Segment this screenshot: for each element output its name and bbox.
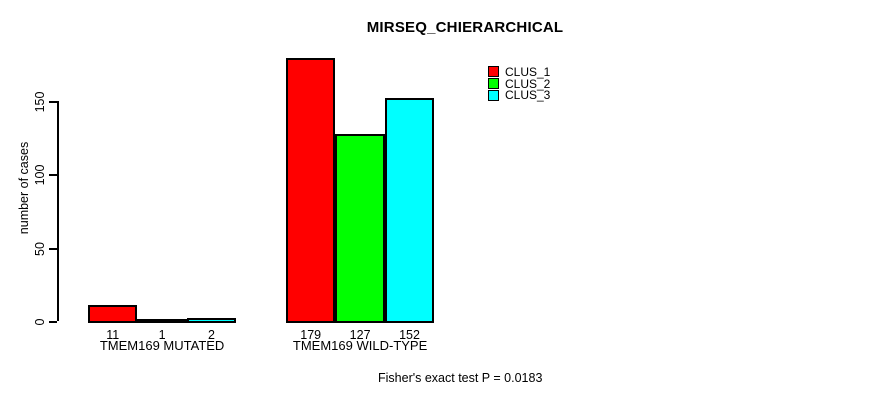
legend-item-clus_1: CLUS_1 <box>488 64 551 79</box>
legend-label-clus_2: CLUS_2 <box>505 76 551 91</box>
legend-label-clus_1: CLUS_1 <box>505 64 551 79</box>
y-axis-tick <box>49 248 57 250</box>
legend-label-clus_3: CLUS_3 <box>505 88 551 103</box>
legend: CLUS_1 CLUS_2 CLUS_3 <box>488 64 551 103</box>
bar-clus_1-mutated <box>88 305 137 323</box>
bar-value-label: 127 <box>349 328 371 342</box>
y-axis-tick <box>49 321 57 323</box>
y-tick-label: 0 <box>33 318 47 326</box>
legend-swatch-clus_2 <box>488 78 499 90</box>
y-tick-label: 50 <box>33 242 47 256</box>
bar-clus_3-mutated <box>187 318 236 323</box>
y-tick-label: 150 <box>33 91 47 113</box>
fisher-test-annotation: Fisher's exact test P = 0.0183 <box>378 371 543 385</box>
y-axis-tick <box>49 174 57 176</box>
legend-swatch-clus_1 <box>488 66 499 78</box>
bar-value-label: 2 <box>208 328 215 342</box>
y-axis-tick <box>49 101 57 103</box>
bar-value-label: 11 <box>106 328 120 342</box>
legend-item-clus_2: CLUS_2 <box>488 76 551 91</box>
bar-value-label: 1 <box>158 328 166 342</box>
category-label-mutated: TMEM169 MUTATED <box>99 338 225 353</box>
chart-title: MIRSEQ_CHIERARCHICAL <box>366 19 564 36</box>
category-label-wild-type: TMEM169 WILD-TYPE <box>292 338 428 353</box>
bar-clus_3-wild-type <box>385 98 434 323</box>
y-tick-label: 100 <box>33 164 47 186</box>
bar-clus_1-wild-type <box>286 58 335 323</box>
legend-item-clus_3: CLUS_3 <box>488 88 551 103</box>
bar-value-label: 179 <box>300 328 322 342</box>
bar-clus_2-wild-type <box>335 134 385 323</box>
legend-swatch-clus_3 <box>488 89 499 101</box>
bar-value-label: 152 <box>399 328 420 342</box>
y-axis-line <box>57 101 59 321</box>
bar-clus_2-mutated <box>137 319 187 323</box>
